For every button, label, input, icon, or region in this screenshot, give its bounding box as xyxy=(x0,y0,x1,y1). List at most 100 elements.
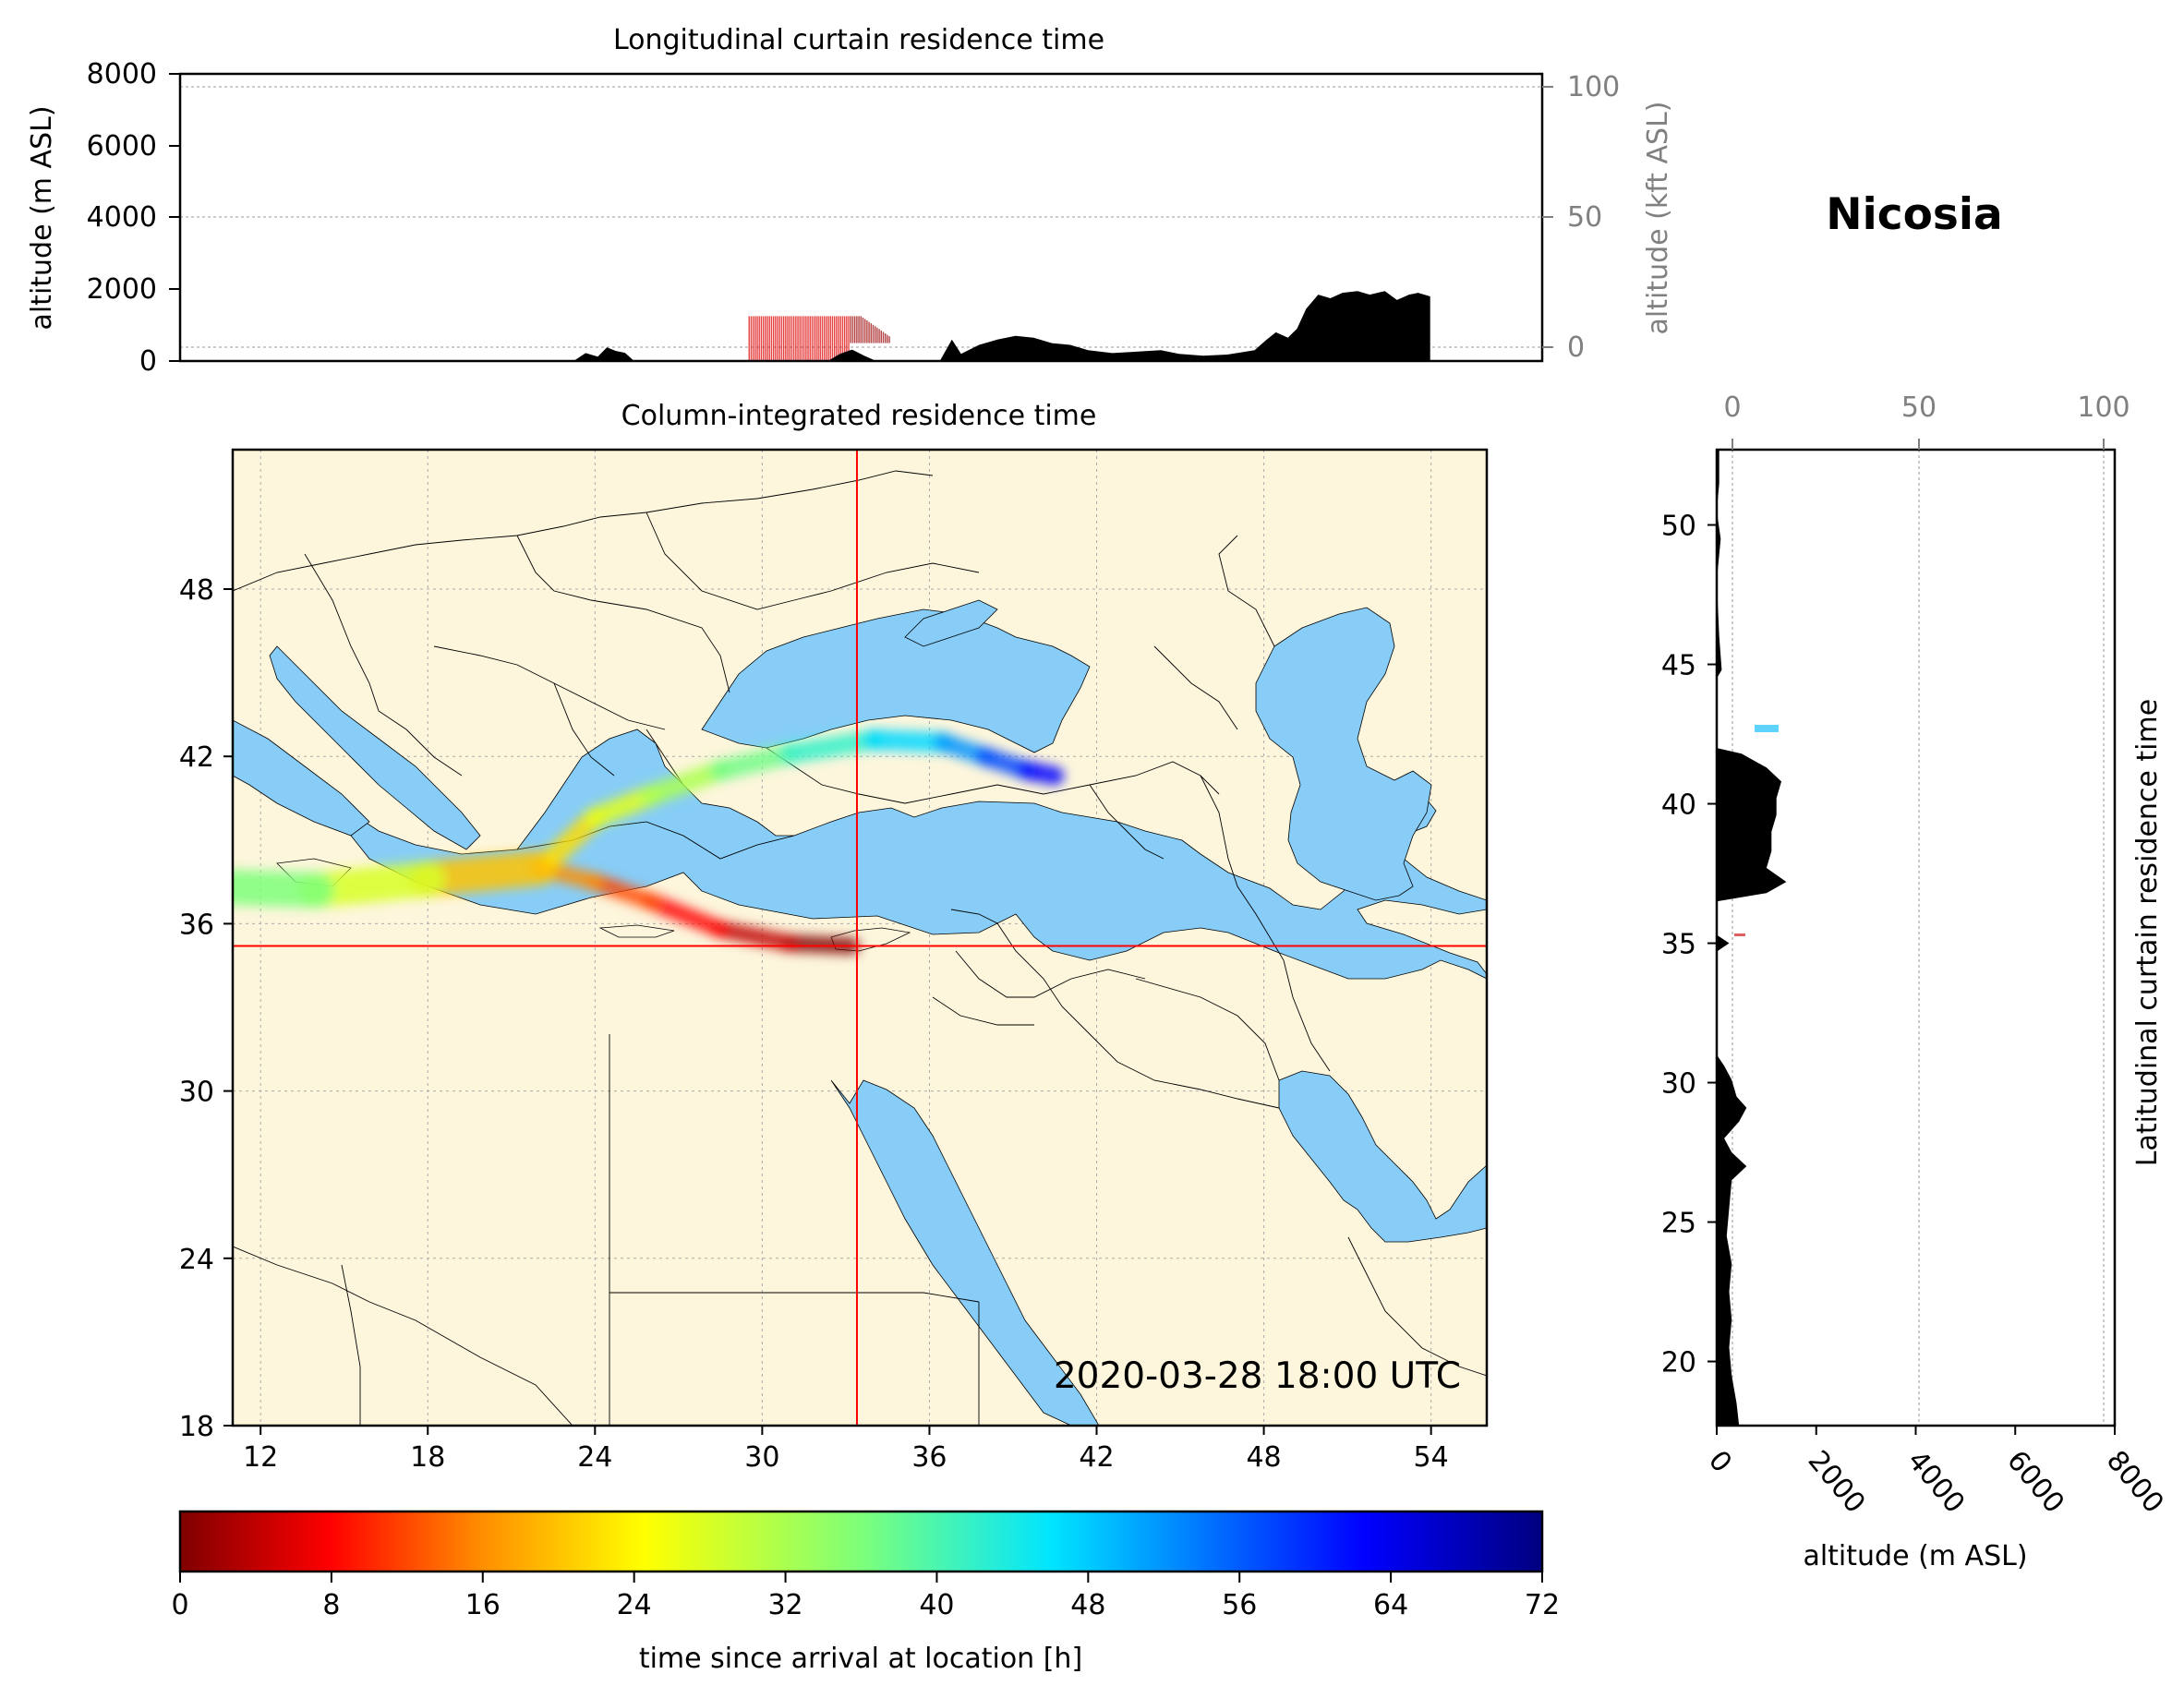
colorbar-label: time since arrival at location [h] xyxy=(639,1643,1082,1675)
xtick-label: 54 xyxy=(1414,1441,1449,1474)
ytick-label: 30 xyxy=(1661,1068,1696,1101)
colorbar-tick-label: 24 xyxy=(617,1589,652,1621)
map-canvas: 2020-03-28 18:00 UTC xyxy=(233,450,1487,1426)
longitudinal-ylabel: altitude (m ASL) xyxy=(26,105,58,330)
xtick-label: 18 xyxy=(410,1441,445,1474)
xtick-label: 6000 xyxy=(2000,1445,2070,1520)
latitudinal-xlabel: altitude (m ASL) xyxy=(1803,1540,2027,1572)
latitudinal-residence-mark-blue xyxy=(1755,725,1779,732)
trajectory-segment xyxy=(779,729,885,765)
xtick-label: 36 xyxy=(911,1441,947,1474)
sea-of-azov xyxy=(904,599,998,647)
colorbar-gradient xyxy=(178,1510,1544,1573)
map-panel: Column-integrated residence time xyxy=(179,400,1489,1474)
colorbar-tick-label: 32 xyxy=(767,1589,802,1621)
latitudinal-kft-ticks: 0 50 100 xyxy=(1723,391,2130,450)
colorbar-tick-label: 16 xyxy=(465,1589,501,1621)
latitudinal-plot-area xyxy=(1717,450,2115,1426)
colorbar-tick-label: 40 xyxy=(919,1589,954,1621)
ytick-label: 2000 xyxy=(87,273,157,306)
ytick-label: 0 xyxy=(139,345,157,378)
map-gridlines xyxy=(233,450,1487,1426)
ytick-label: 36 xyxy=(179,909,214,941)
trajectory-segment xyxy=(642,893,730,938)
trajectory-segment xyxy=(233,870,334,909)
black-sea xyxy=(701,608,1091,753)
colorbar-tick-label: 8 xyxy=(322,1589,340,1621)
colorbar-tick-label: 72 xyxy=(1525,1589,1560,1621)
map-title: Column-integrated residence time xyxy=(621,400,1097,432)
trajectory-segment xyxy=(640,760,731,806)
xtick-label: 4000 xyxy=(1900,1445,1971,1520)
colorbar-tick-label: 48 xyxy=(1070,1589,1105,1621)
ytick-label: 40 xyxy=(1661,789,1696,822)
kft-tick-label: 0 xyxy=(1567,331,1585,364)
timestamp-label: 2020-03-28 18:00 UTC xyxy=(1054,1355,1461,1397)
country-borders xyxy=(233,470,1487,1426)
persian-gulf xyxy=(1278,1070,1487,1243)
ytick-label: 4000 xyxy=(87,201,157,234)
caspian-sea xyxy=(1255,607,1432,901)
latitudinal-xticks: 0 2000 4000 6000 8000 xyxy=(1702,1426,2170,1520)
ytick-label: 6000 xyxy=(87,130,157,163)
trajectory-segment xyxy=(863,729,954,753)
colorbar-tick-label: 0 xyxy=(171,1589,188,1621)
colorbar-tick-label: 56 xyxy=(1222,1589,1257,1621)
trajectory-segment xyxy=(1018,761,1065,786)
longitudinal-ylabel-kft: altitude (kft ASL) xyxy=(1642,101,1674,334)
latitudinal-title: Latitudinal curtain residence time xyxy=(2131,699,2164,1166)
xtick-label: 2000 xyxy=(1802,1445,1872,1520)
trajectory-segment xyxy=(586,873,659,910)
red-sea xyxy=(830,1079,1100,1426)
longitudinal-yticks: 0 2000 4000 6000 8000 xyxy=(87,58,180,378)
colorbar-ticks: 0 8 16 24 32 40 48 56 64 72 xyxy=(171,1572,1560,1621)
ytick-label: 18 xyxy=(179,1411,214,1443)
latitudinal-panel: 20 25 30 35 40 45 50 0 2000 4000 6000 8000 0 50 10… xyxy=(1661,391,2170,1572)
trajectory-segment xyxy=(712,921,799,952)
kft-tick-label: 100 xyxy=(2077,391,2130,424)
map-xticks: 12 18 24 30 36 42 48 54 xyxy=(243,1426,1449,1474)
kft-tick-label: 100 xyxy=(1567,71,1620,103)
xtick-label: 0 xyxy=(1702,1445,1738,1479)
kft-tick-label: 0 xyxy=(1723,391,1741,424)
mediterranean-sea xyxy=(233,733,1487,980)
xtick-label: 42 xyxy=(1079,1441,1114,1474)
ytick-label: 45 xyxy=(1661,650,1696,682)
colorbar: 0 8 16 24 32 40 48 56 64 72 time since arrival at… xyxy=(171,1510,1560,1675)
latitudinal-yticks: 20 25 30 35 40 45 50 xyxy=(1661,511,1717,1379)
longitudinal-residence-marks xyxy=(748,316,890,361)
longitudinal-kft-ticks: 0 50 100 xyxy=(1542,71,1620,364)
crete-island xyxy=(598,924,675,938)
trajectory-segment xyxy=(410,850,557,897)
ytick-label: 42 xyxy=(179,741,214,774)
trajectory-segment xyxy=(298,861,446,909)
kft-tick-label: 50 xyxy=(1567,201,1602,234)
location-title: Nicosia xyxy=(1826,189,2002,240)
colorbar-tick-label: 64 xyxy=(1373,1589,1408,1621)
map-yticks: 18 24 30 36 42 48 xyxy=(179,574,233,1443)
ytick-label: 25 xyxy=(1661,1208,1696,1240)
xtick-label: 12 xyxy=(243,1441,278,1474)
xtick-label: 48 xyxy=(1246,1441,1281,1474)
ytick-label: 30 xyxy=(179,1077,214,1109)
tyrrhenian-sea xyxy=(233,719,370,837)
ytick-label: 50 xyxy=(1661,511,1696,543)
latitudinal-residence-mark-red xyxy=(1734,933,1745,936)
ytick-label: 8000 xyxy=(87,58,157,90)
xtick-label: 30 xyxy=(744,1441,779,1474)
longitudinal-terrain xyxy=(180,291,1430,361)
longitudinal-title: Longitudinal curtain residence time xyxy=(613,24,1104,56)
map-frame xyxy=(231,448,1489,1427)
adriatic-sea xyxy=(269,645,481,850)
latitudinal-terrain xyxy=(1717,450,1787,1426)
trajectory-segment xyxy=(710,743,801,781)
ytick-label: 20 xyxy=(1661,1347,1696,1379)
ytick-label: 24 xyxy=(179,1244,214,1276)
kft-tick-label: 50 xyxy=(1901,391,1937,424)
longitudinal-panel: Longitudinal curtain residence time 0 20… xyxy=(26,24,1674,378)
ytick-label: 35 xyxy=(1661,929,1696,961)
xtick-label: 24 xyxy=(577,1441,612,1474)
xtick-label: 8000 xyxy=(2100,1445,2170,1520)
ytick-label: 48 xyxy=(179,574,214,607)
